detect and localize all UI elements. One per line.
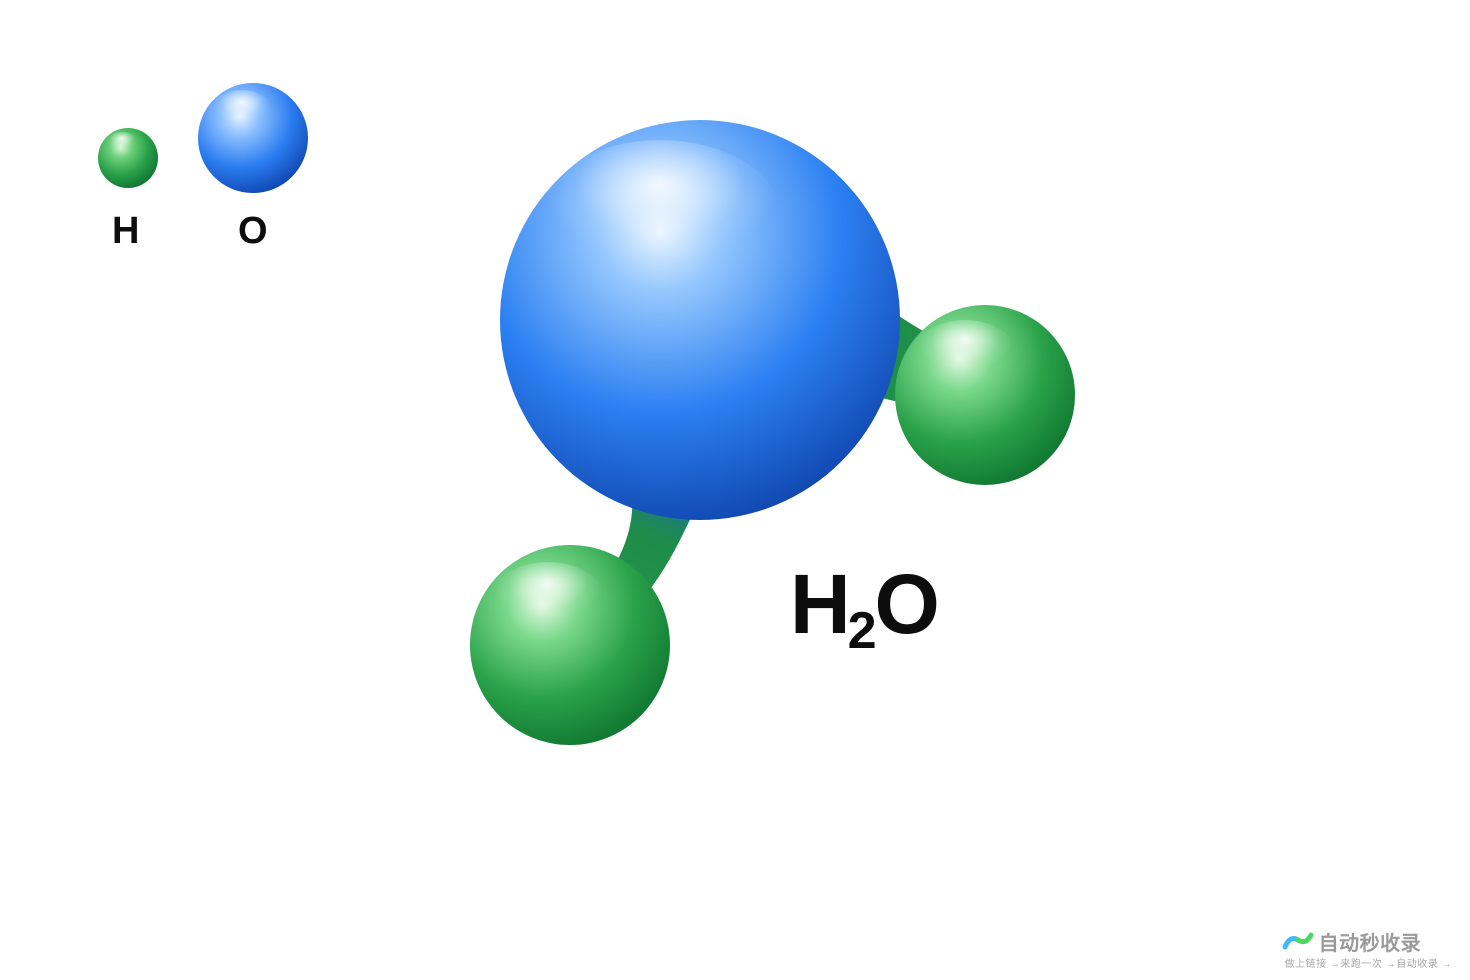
legend-hydrogen-label: H (112, 210, 138, 253)
legend-oxygen-atom (198, 83, 308, 193)
molecule-hydrogen-atom-1 (470, 545, 670, 745)
formula-subscript: 2 (848, 602, 876, 660)
watermark-subtitle: 做上链接 →来跑一次 →自动收录 → (1281, 960, 1452, 971)
formula-h: H (790, 557, 850, 651)
formula-o: O (875, 557, 939, 651)
watermark-logo-icon (1281, 931, 1315, 958)
legend-oxygen-label: O (238, 210, 267, 253)
molecule-formula: H2O (790, 556, 939, 661)
molecule-hydrogen-atom-2 (895, 305, 1075, 485)
watermark-brand-text: 自动秒收录 (1319, 934, 1422, 955)
diagram-stage: H O H2O 自动秒收录 做上链接 →来跑一次 →自动收录 → (0, 0, 1470, 980)
watermark: 自动秒收录 做上链接 →来跑一次 →自动收录 → (1281, 931, 1452, 970)
legend-hydrogen-atom (98, 128, 158, 188)
molecule-oxygen-atom (500, 120, 900, 520)
molecule-diagram (0, 0, 1470, 980)
